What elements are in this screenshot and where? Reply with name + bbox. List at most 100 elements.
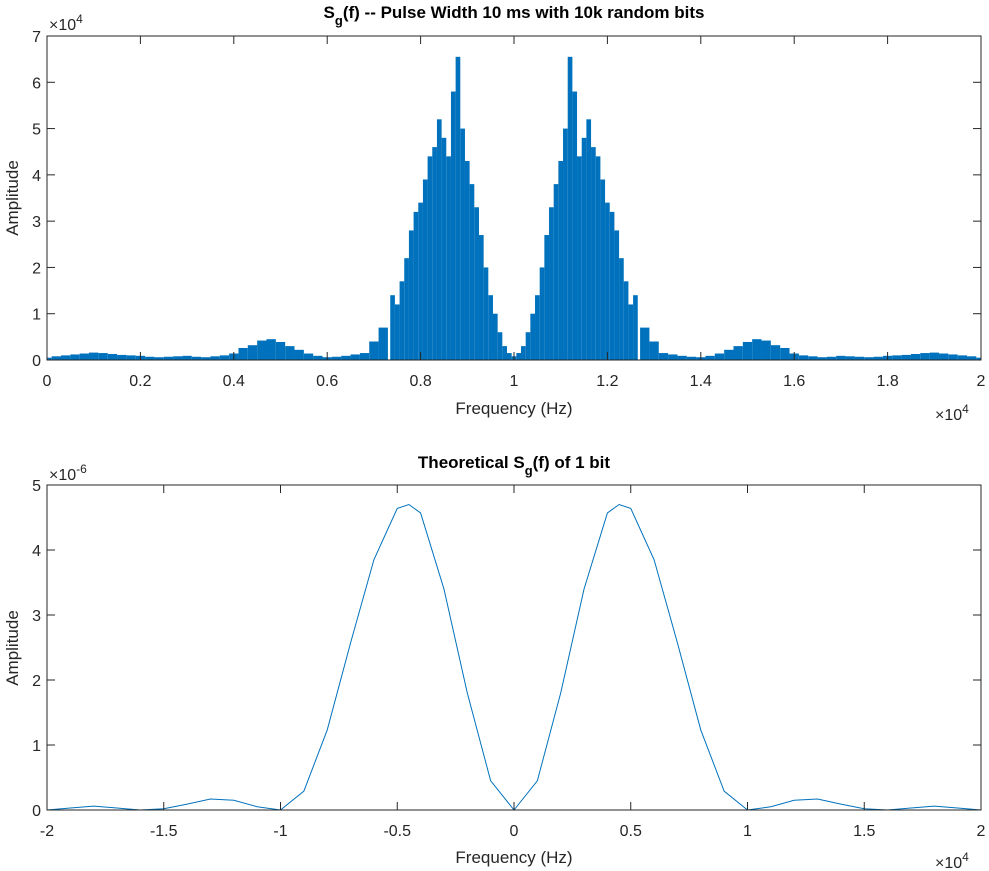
bar	[257, 340, 267, 360]
bar	[210, 356, 220, 360]
top-ytick-label: 0	[32, 353, 41, 370]
bar	[418, 202, 423, 360]
bar	[826, 356, 837, 360]
bar	[752, 339, 762, 360]
bar	[446, 156, 451, 360]
subplot-bottom: Theoretical Sg(f) of 1 bit -2 -1.5 -1 -0.5 0…	[3, 453, 986, 871]
bar	[394, 304, 400, 360]
bar	[581, 137, 587, 360]
bottom-xlabel: Frequency (Hz)	[455, 848, 572, 867]
bottom-ytick-label: 5	[32, 478, 41, 495]
bottom-x-exponent: ×104	[935, 850, 969, 871]
bar	[873, 356, 883, 360]
top-ytick-label: 6	[32, 75, 41, 92]
bar	[619, 258, 624, 360]
top-y-exponent: ×104	[49, 12, 83, 34]
bar	[558, 160, 564, 360]
bar	[780, 347, 790, 360]
top-axes-frame	[46, 35, 982, 361]
bar	[219, 355, 230, 360]
top-xtick-label: 1.6	[783, 373, 805, 390]
bar	[107, 353, 118, 360]
bar	[390, 295, 395, 360]
bar	[341, 355, 351, 360]
top-bars	[47, 56, 981, 361]
top-xtick-label: 0.2	[129, 373, 151, 390]
bar	[51, 356, 62, 360]
bar	[920, 353, 930, 360]
bar	[422, 179, 428, 360]
bottom-xtick-label: 0.5	[620, 823, 642, 840]
bar	[530, 313, 536, 360]
bar	[350, 354, 360, 360]
top-xtick-label: 1	[510, 373, 519, 390]
bar	[572, 91, 578, 361]
bottom-ylabel: Amplitude	[3, 610, 22, 686]
bar	[98, 353, 108, 360]
top-title-rest: (f) -- Pulse Width 10 ms with 10k random…	[343, 3, 705, 22]
bar	[966, 356, 977, 360]
top-ytick-label: 1	[32, 307, 41, 324]
bar	[864, 357, 874, 360]
top-x-exponent: ×104	[935, 402, 969, 424]
bar	[154, 357, 164, 360]
top-ytick-label: 5	[32, 122, 41, 139]
bar	[285, 346, 295, 360]
bar	[677, 355, 687, 360]
bar	[145, 356, 155, 360]
bar	[938, 353, 949, 360]
bottom-xtick-label: -2	[40, 823, 54, 840]
bar	[628, 304, 634, 360]
top-title-subscript: g	[335, 13, 343, 28]
bar	[117, 354, 127, 360]
top-xtick-label: 1.2	[596, 373, 618, 390]
bar	[567, 56, 573, 360]
bar	[79, 353, 90, 360]
bar	[733, 346, 743, 360]
bar	[761, 340, 771, 360]
bar	[516, 353, 522, 360]
bar	[609, 211, 615, 360]
bar	[649, 341, 659, 360]
bar	[331, 356, 342, 360]
bar	[600, 179, 606, 360]
bar	[460, 128, 465, 360]
bar	[845, 356, 855, 360]
bar	[502, 346, 507, 360]
bottom-xtick-label: 0	[510, 823, 519, 840]
bar	[173, 356, 183, 360]
bar	[441, 137, 447, 360]
top-xtick-label: 1.4	[690, 373, 712, 390]
bar	[266, 339, 276, 360]
bottom-xtick-label: 1.5	[853, 823, 875, 840]
bar	[61, 355, 71, 360]
bar	[544, 235, 550, 360]
bottom-xtick-label: -1	[273, 823, 287, 840]
bar	[686, 356, 697, 360]
bar	[633, 295, 638, 360]
bar	[303, 353, 314, 360]
bar	[275, 341, 286, 360]
bar	[427, 156, 433, 360]
top-xtick-label: 2	[977, 373, 986, 390]
top-ylabel: Amplitude	[3, 160, 22, 236]
bottom-ytick-label: 4	[32, 543, 41, 560]
bar	[478, 235, 484, 360]
bar	[521, 346, 526, 360]
top-xlabel: Frequency (Hz)	[455, 399, 572, 418]
bar	[605, 202, 610, 360]
bar	[591, 147, 596, 360]
bar	[929, 352, 939, 360]
bar	[47, 357, 52, 360]
bar	[492, 313, 498, 360]
bottom-ytick-label: 1	[32, 738, 41, 755]
bar	[89, 352, 99, 360]
bottom-axes-frame	[46, 484, 982, 811]
bar	[525, 332, 531, 360]
bottom-ytick-label: 3	[32, 608, 41, 625]
bar	[408, 230, 414, 360]
bar	[724, 349, 734, 360]
subplot-top: Sg(f) -- Pulse Width 10 ms with 10k rand…	[3, 3, 986, 424]
bar	[668, 354, 678, 360]
